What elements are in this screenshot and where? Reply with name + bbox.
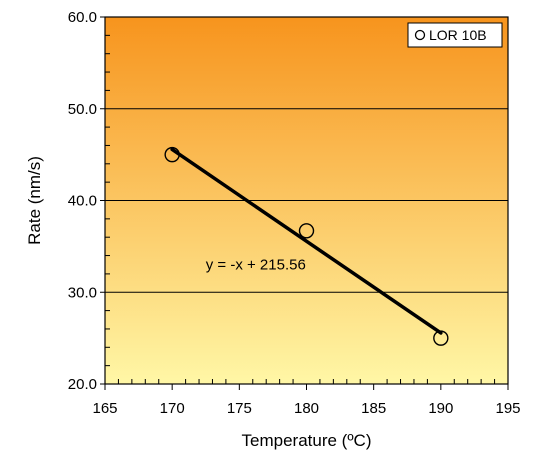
x-tick-label: 175 xyxy=(227,400,252,417)
x-tick-label: 195 xyxy=(495,400,520,417)
y-tick-label: 30.0 xyxy=(68,284,97,301)
y-tick-label: 40.0 xyxy=(68,193,97,210)
y-tick-label: 60.0 xyxy=(68,9,97,26)
trendline-group xyxy=(170,147,443,335)
legend-box xyxy=(407,22,503,48)
y-tick-label: 50.0 xyxy=(68,101,97,118)
data-point xyxy=(164,146,180,163)
legend-marker-circle xyxy=(414,29,426,41)
x-tick-label: 180 xyxy=(294,400,319,417)
data-point xyxy=(433,330,449,346)
x-axis-title: Temperature (ºC) xyxy=(242,431,372,450)
x-tick-label: 190 xyxy=(428,400,453,417)
legend-label: LOR 10B xyxy=(429,27,487,43)
trendline xyxy=(170,147,443,335)
gridlines xyxy=(105,108,508,293)
x-axis-ticks: 165 170 175 180 185 190 195 xyxy=(92,379,521,417)
data-points xyxy=(164,146,449,346)
x-tick-label: 165 xyxy=(92,400,117,417)
trendline-equation: y = -x + 215.56 xyxy=(206,256,306,273)
x-tick-label: 185 xyxy=(361,400,386,417)
y-axis-title: Rate (nm/s) xyxy=(25,156,44,245)
legend: LOR 10B xyxy=(407,22,503,48)
y-tick-label: 20.0 xyxy=(68,376,97,393)
y-axis-ticks: 20.0 30.0 40.0 50.0 60.0 xyxy=(68,9,110,393)
data-point xyxy=(298,223,315,239)
x-tick-label: 170 xyxy=(160,400,185,417)
